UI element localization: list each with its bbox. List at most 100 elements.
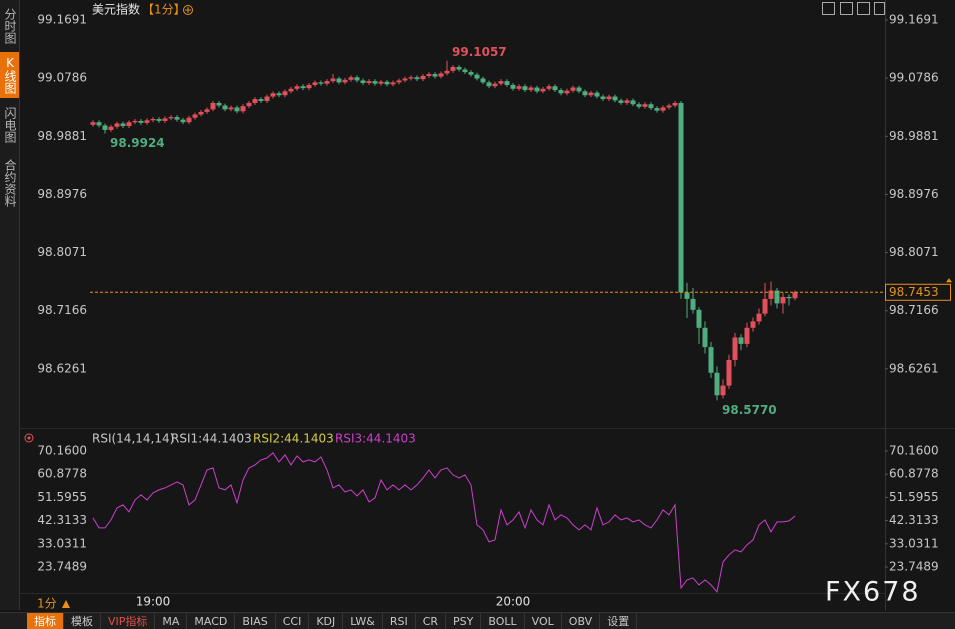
sidebar-tab[interactable]: K线图: [0, 52, 19, 98]
candle-body: [432, 74, 438, 77]
price-annotation: 98.5770: [722, 403, 777, 417]
toolbar-item[interactable]: 指标: [27, 613, 64, 629]
candle-body: [624, 100, 630, 103]
sidebar-tab[interactable]: 分时图: [3, 8, 17, 44]
y-tick-label: 99.0786: [889, 71, 939, 85]
candle-body: [144, 120, 150, 123]
toolbar-item[interactable]: LW&: [343, 613, 383, 629]
candle-body: [180, 119, 186, 123]
icon[interactable]: [822, 2, 835, 15]
icon[interactable]: [840, 2, 853, 15]
watermark: FX678: [825, 577, 921, 608]
candle-body: [486, 82, 492, 87]
sidebar: 分时图 K线图闪电图合约资料: [0, 0, 20, 610]
toolbar-item[interactable]: 模板: [64, 613, 101, 629]
candle-body: [720, 385, 726, 396]
candle-body: [768, 290, 774, 299]
period-selector[interactable]: 1分: [37, 597, 57, 611]
legend-entry: RSI3:44.1403: [335, 432, 416, 446]
y-tick-label: 98.7166: [889, 303, 939, 317]
candle-body: [420, 75, 426, 80]
candle-body: [324, 81, 330, 84]
y-tick-label: 33.0311: [37, 536, 87, 550]
icon[interactable]: [857, 2, 870, 15]
toolbar-item[interactable]: MA: [155, 613, 188, 629]
candle-body: [348, 77, 354, 80]
toolbar-item[interactable]: RSI: [383, 613, 416, 629]
price-annotation: 99.1057: [452, 45, 507, 59]
indicator-icon: [27, 436, 31, 440]
toolbar-item[interactable]: BIAS: [235, 613, 276, 629]
y-tick-label: 33.0311: [889, 536, 939, 550]
candle-body: [312, 82, 318, 85]
candle-body: [408, 77, 414, 79]
candle-body: [234, 107, 240, 112]
toolbar-item[interactable]: CCI: [276, 613, 310, 629]
candle-body: [582, 91, 588, 96]
candle-body: [678, 102, 684, 293]
toolbar-item[interactable]: MACD: [187, 613, 236, 629]
candle-body: [744, 327, 750, 344]
candle-body: [360, 80, 366, 84]
candle-body: [606, 96, 612, 100]
candle-body: [216, 102, 222, 106]
toolbar-item[interactable]: VIP指标: [101, 613, 156, 629]
legend-entry: RSI1:44.1403: [171, 432, 252, 446]
candle-body: [282, 91, 288, 96]
y-tick-label: 42.3133: [37, 513, 87, 527]
candle-body: [246, 102, 252, 107]
indicator-icon[interactable]: [24, 433, 34, 443]
candle-body: [732, 337, 738, 360]
candle-body: [696, 309, 702, 328]
candle-body: [468, 72, 474, 75]
candle-body: [618, 100, 624, 103]
candle-body: [384, 81, 390, 85]
toolbar-item[interactable]: KDJ: [309, 613, 344, 629]
candle-body: [588, 92, 594, 96]
y-tick-label: 98.8071: [889, 245, 939, 259]
candle-body: [396, 80, 402, 83]
candle-body: [126, 122, 132, 127]
sidebar-tab[interactable]: 合约资料: [3, 159, 17, 207]
candle-body: [594, 92, 600, 97]
candle-body: [156, 119, 162, 121]
toolbar-item[interactable]: CR: [416, 613, 447, 629]
last-price-arrow: [946, 278, 952, 283]
icon[interactable]: [874, 2, 885, 15]
sidebar-tab[interactable]: 闪电图: [3, 107, 17, 143]
candle-body: [318, 82, 324, 84]
toolbar-item[interactable]: 设置: [600, 613, 638, 629]
candle-body: [162, 118, 168, 121]
toolbar: 指标 模板 VIP指标 MA MACD BIAS CCI KDJ LW& RSI CR PSY BOLL…: [0, 612, 955, 629]
candle-body: [540, 88, 546, 92]
y-tick-label: 98.8976: [889, 187, 939, 201]
candle-body: [300, 86, 306, 89]
toolbar-item[interactable]: OBV: [562, 613, 601, 629]
candle-body: [150, 119, 156, 121]
candle-body: [714, 372, 720, 396]
toolbar-item[interactable]: BOLL: [481, 613, 525, 629]
candle-body: [462, 69, 468, 73]
candle-body: [114, 123, 120, 127]
candle-body: [534, 87, 540, 92]
candle-body: [438, 73, 444, 77]
candle-body: [288, 88, 294, 92]
candle-body: [684, 292, 690, 299]
candle-body: [474, 74, 480, 79]
y-tick-label: 70.1600: [889, 444, 939, 458]
candle-body: [372, 81, 378, 84]
period-arrow[interactable]: [62, 600, 70, 608]
y-tick-label: 70.1600: [37, 444, 87, 458]
candle-body: [504, 81, 510, 85]
y-tick-label: 98.6261: [37, 361, 87, 375]
candle-body: [498, 81, 504, 84]
add-icon[interactable]: [183, 5, 193, 15]
candle-body: [612, 96, 618, 101]
chart-title: 美元指数: [92, 2, 140, 17]
x-tick-label: 20:00: [496, 595, 531, 609]
toolbar-item[interactable]: PSY: [446, 613, 482, 629]
candle-body: [756, 313, 762, 322]
candle-body: [222, 105, 228, 110]
toolbar-item[interactable]: VOL: [525, 613, 562, 629]
